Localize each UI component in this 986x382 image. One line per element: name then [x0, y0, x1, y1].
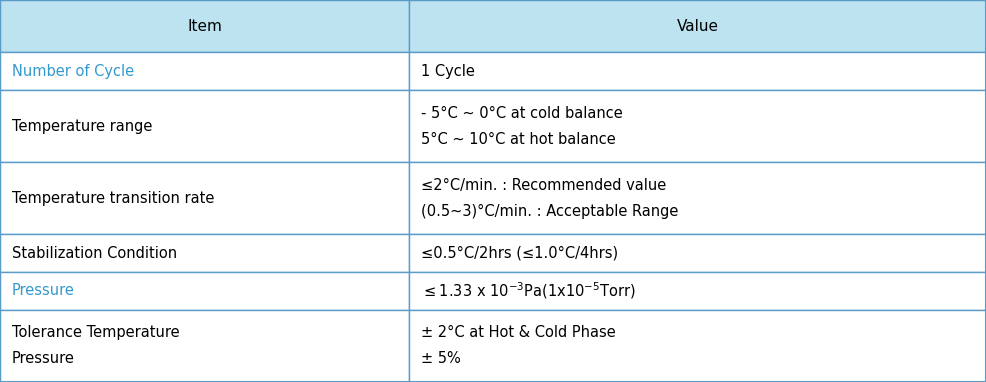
- Text: 5°C ~ 10°C at hot balance: 5°C ~ 10°C at hot balance: [421, 132, 616, 147]
- Text: ± 5%: ± 5%: [421, 351, 460, 366]
- Bar: [0, 310, 409, 382]
- Text: Temperature range: Temperature range: [12, 119, 152, 134]
- Text: ± 2°C at Hot & Cold Phase: ± 2°C at Hot & Cold Phase: [421, 325, 616, 340]
- Text: Item: Item: [187, 19, 222, 34]
- Text: Pressure: Pressure: [12, 283, 75, 298]
- Text: Number of Cycle: Number of Cycle: [12, 64, 134, 79]
- Text: Value: Value: [676, 19, 719, 34]
- Text: ≤0.5°C/2hrs (≤1.0°C/4hrs): ≤0.5°C/2hrs (≤1.0°C/4hrs): [421, 246, 618, 261]
- Bar: [409, 0, 986, 52]
- Bar: [409, 52, 986, 90]
- Bar: [0, 52, 409, 90]
- Text: ≤2°C/min. : Recommended value: ≤2°C/min. : Recommended value: [421, 178, 667, 193]
- Bar: [0, 235, 409, 272]
- Bar: [409, 310, 986, 382]
- Text: Pressure: Pressure: [12, 351, 75, 366]
- Text: Stabilization Condition: Stabilization Condition: [12, 246, 176, 261]
- Bar: [409, 162, 986, 235]
- Bar: [0, 90, 409, 162]
- Bar: [0, 162, 409, 235]
- Text: 1 Cycle: 1 Cycle: [421, 64, 475, 79]
- Text: - 5°C ~ 0°C at cold balance: - 5°C ~ 0°C at cold balance: [421, 105, 623, 121]
- Text: Tolerance Temperature: Tolerance Temperature: [12, 325, 179, 340]
- Bar: [409, 272, 986, 310]
- Text: Temperature transition rate: Temperature transition rate: [12, 191, 214, 206]
- Bar: [409, 90, 986, 162]
- Bar: [0, 0, 409, 52]
- Bar: [0, 272, 409, 310]
- Bar: [409, 235, 986, 272]
- Text: $\leq$1.33 x 10$^{-3}$Pa(1x10$^{-5}$Torr): $\leq$1.33 x 10$^{-3}$Pa(1x10$^{-5}$Torr…: [421, 281, 636, 301]
- Text: (0.5~3)°C/min. : Acceptable Range: (0.5~3)°C/min. : Acceptable Range: [421, 204, 678, 219]
